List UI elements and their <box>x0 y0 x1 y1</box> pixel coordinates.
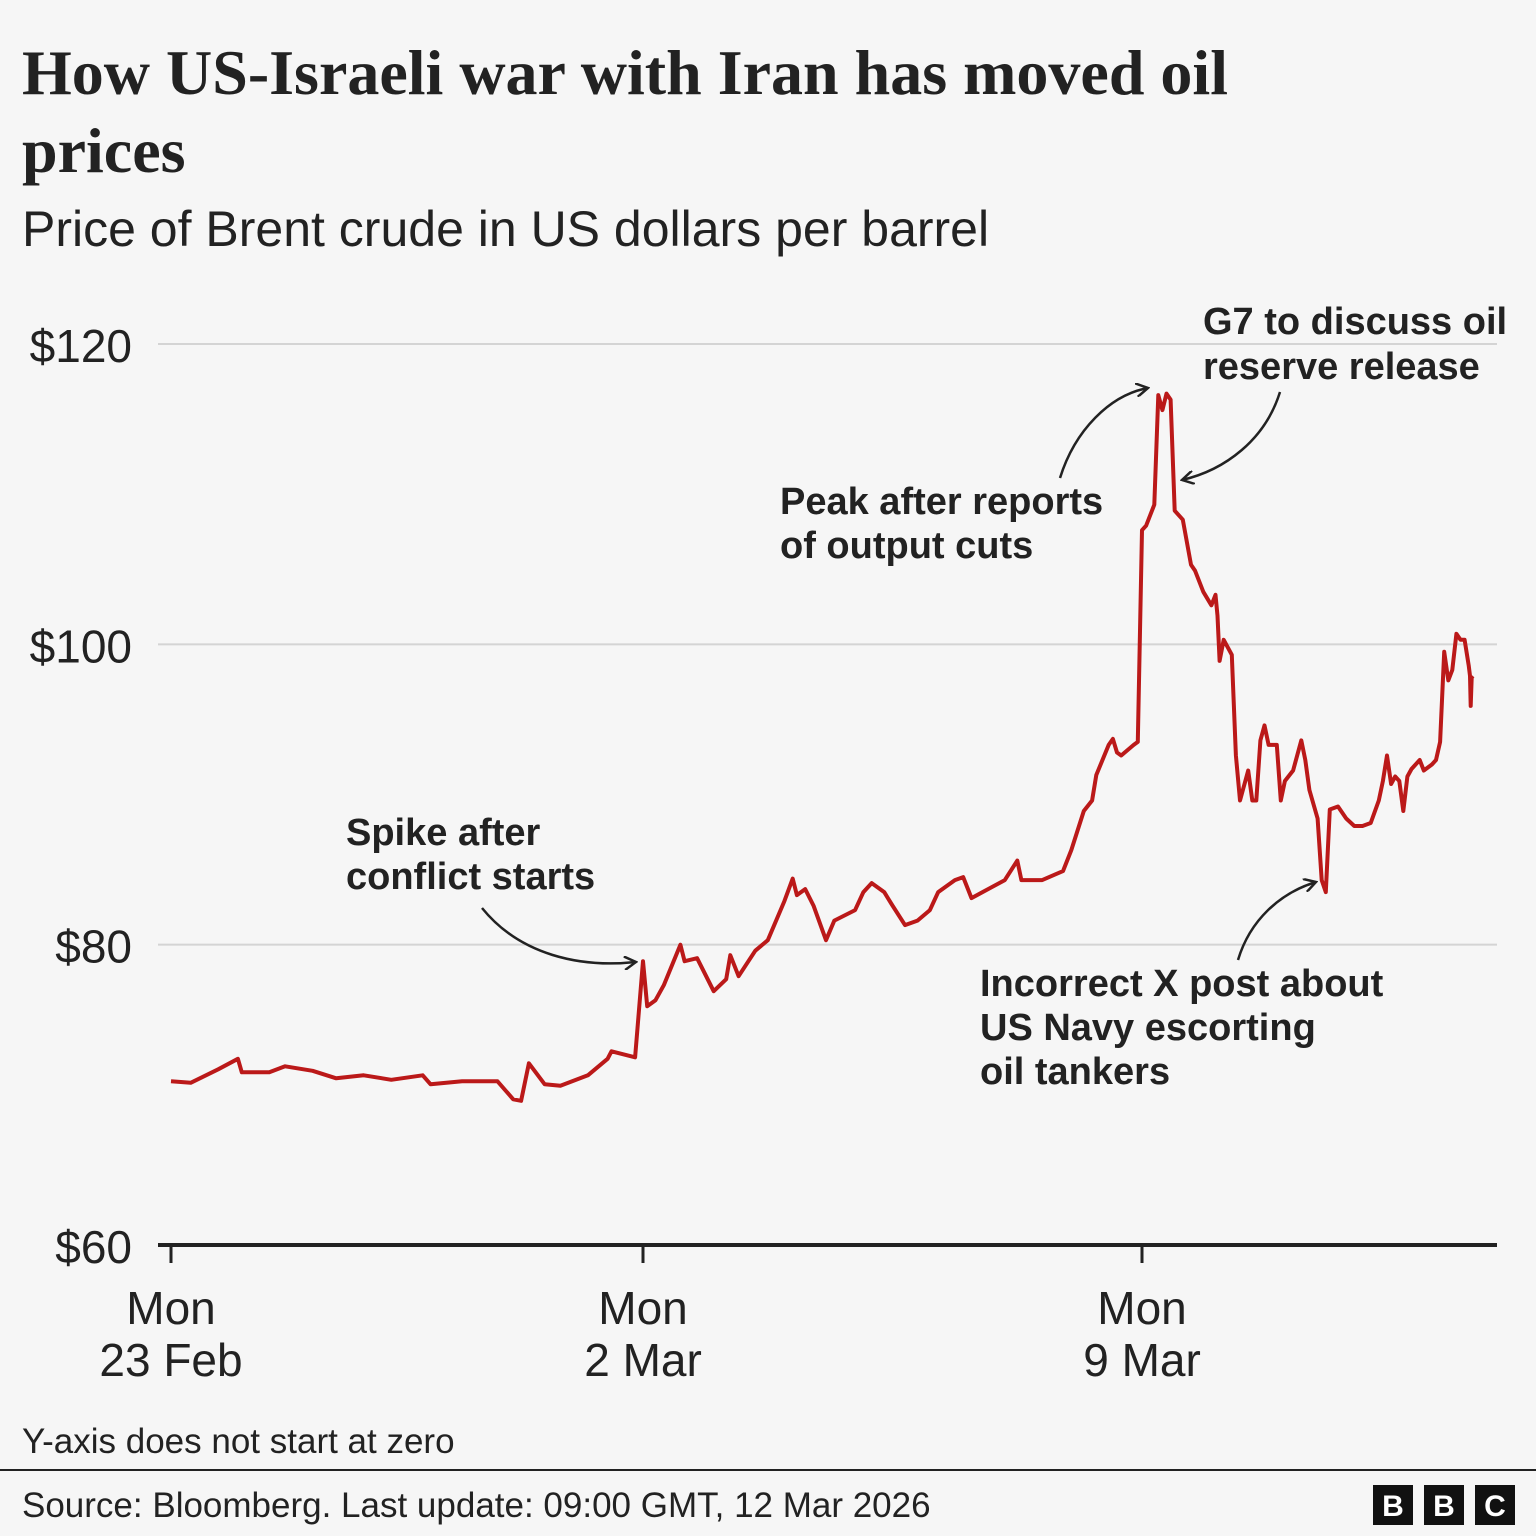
source-text: Source: Bloomberg. Last update: 09:00 GM… <box>22 1486 931 1525</box>
svg-text:B: B <box>1382 1490 1404 1523</box>
arrow-icon <box>481 907 636 963</box>
y-gridlines <box>158 343 1497 946</box>
x-tick-label-date: 9 Mar <box>1083 1334 1201 1386</box>
annotation-spike: Spike after conflict starts <box>346 812 636 963</box>
y-tick-label: $60 <box>55 1221 132 1273</box>
annotation-peak: Peak after reports of output cuts <box>780 388 1148 567</box>
x-tick-label-date: 23 Feb <box>99 1334 242 1386</box>
annotation-text: G7 to discuss oil <box>1203 301 1507 343</box>
arrow-icon <box>1058 388 1148 479</box>
annotation-text: Peak after reports <box>780 481 1103 523</box>
svg-text:C: C <box>1484 1490 1506 1523</box>
y-tick-label: $120 <box>30 320 132 372</box>
brent-price-line <box>170 391 1475 1103</box>
y-tick-label: $100 <box>30 620 132 672</box>
chart-title-line2: prices <box>22 115 186 186</box>
y-axis-labels: $120 $100 $80 $60 <box>30 320 132 1273</box>
annotation-text: oil tankers <box>980 1051 1170 1093</box>
x-tick-label-weekday: Mon <box>1097 1282 1186 1334</box>
annotation-g7: G7 to discuss oil reserve release <box>1182 301 1507 480</box>
y-tick-label: $80 <box>55 921 132 973</box>
x-tick-label-weekday: Mon <box>598 1282 687 1334</box>
annotation-text: conflict starts <box>346 856 595 898</box>
annotation-text: of output cuts <box>780 525 1033 567</box>
svg-text:B: B <box>1433 1490 1455 1523</box>
arrow-icon <box>1182 391 1282 480</box>
annotation-text: reserve release <box>1203 346 1480 388</box>
arrow-icon <box>1236 882 1316 961</box>
annotation-x-post: Incorrect X post about US Navy escorting… <box>980 882 1384 1093</box>
chart-subtitle: Price of Brent crude in US dollars per b… <box>22 201 989 257</box>
x-tick-label-weekday: Mon <box>126 1282 215 1334</box>
chart-title-line1: How US-Israeli war with Iran has moved o… <box>22 37 1228 108</box>
annotation-text: Spike after <box>346 812 541 854</box>
y-axis-note: Y-axis does not start at zero <box>22 1422 455 1461</box>
x-tick-label-date: 2 Mar <box>584 1334 702 1386</box>
bbc-logo: B B C <box>1373 1485 1515 1525</box>
annotation-text: US Navy escorting <box>980 1007 1316 1049</box>
annotation-text: Incorrect X post about <box>980 963 1384 1005</box>
